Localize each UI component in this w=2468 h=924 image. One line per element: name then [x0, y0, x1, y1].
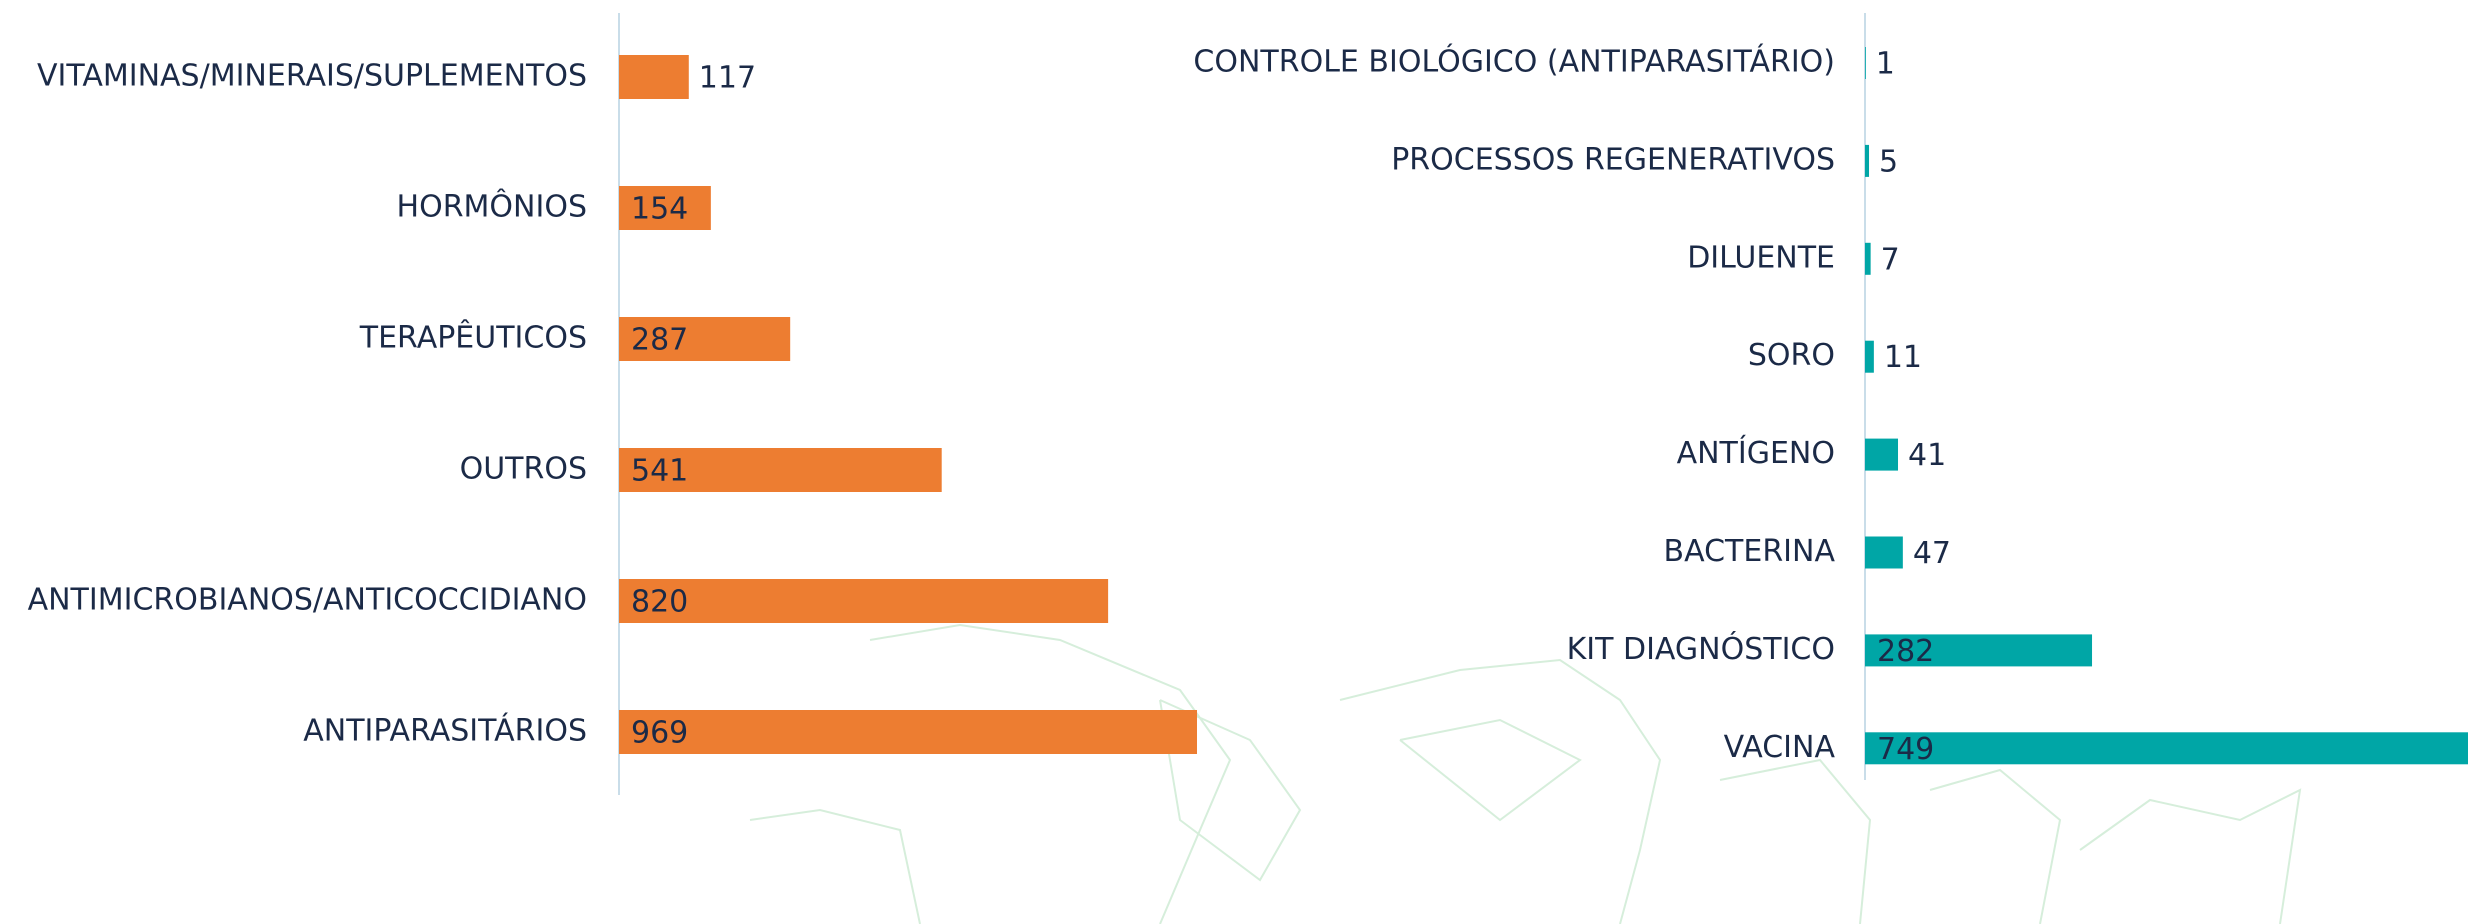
value-label: 47 [1913, 536, 1951, 571]
bar [1865, 340, 1874, 373]
decor [869, 623, 1232, 924]
decor [2079, 788, 2302, 924]
value-label: 117 [699, 61, 756, 96]
value-label: 287 [631, 323, 688, 358]
bar [1865, 144, 1870, 177]
category-label: CONTROLE BIOLÓGICO (ANTIPARASITÁRIO) [1193, 43, 1835, 80]
value-label: 282 [1877, 634, 1934, 669]
value-label: 1 [1876, 47, 1895, 82]
category-label: PROCESSOS REGENERATIVOS [1391, 142, 1835, 177]
category-label: OUTROS [460, 452, 587, 487]
category-label: VITAMINAS/MINERAIS/SUPLEMENTOS [37, 59, 587, 94]
bar [619, 55, 689, 99]
category-label: ANTÍGENO [1677, 435, 1835, 471]
value-label: 7 [1881, 242, 1900, 277]
bar [619, 579, 1109, 623]
charts: VITAMINAS/MINERAIS/SUPLEMENTOS 117HORMÔNI… [28, 13, 2468, 795]
bar [1865, 438, 1899, 471]
category-label: DILUENTE [1687, 240, 1835, 275]
bar [619, 186, 711, 230]
category-label: VACINA [1724, 730, 1836, 765]
value-label: 969 [631, 716, 688, 751]
bar [619, 317, 791, 361]
bar [1865, 732, 2468, 765]
decor [1339, 658, 1662, 924]
bar [1865, 634, 2093, 667]
bar [1865, 536, 1903, 569]
category-label: HORMÔNIOS [397, 188, 587, 225]
category-label: KIT DIAGNÓSTICO [1567, 630, 1835, 667]
bar [619, 710, 1197, 754]
value-label: 749 [1877, 732, 1934, 767]
category-label: BACTERINA [1664, 534, 1836, 569]
decor [1929, 768, 2062, 924]
category-label: SORO [1748, 338, 1835, 373]
bar [619, 448, 942, 492]
value-label: 820 [631, 585, 688, 620]
decor [1719, 758, 1872, 924]
value-label: 541 [631, 454, 688, 489]
value-label: 5 [1879, 144, 1898, 179]
category-label: ANTIMICROBIANOS/ANTICOCCIDIANO [28, 583, 587, 618]
category-label: TERAPÊUTICOS [359, 320, 587, 356]
category-label: ANTIPARASITÁRIOS [303, 713, 587, 749]
bar [1865, 242, 1871, 275]
decor [1159, 699, 1302, 882]
value-label: 154 [631, 192, 688, 227]
background-decoration [749, 623, 2302, 924]
decor [749, 808, 921, 924]
value-label: 11 [1884, 340, 1922, 375]
value-label: 41 [1908, 438, 1946, 473]
bar [1865, 47, 1866, 79]
decor [1399, 718, 1582, 822]
